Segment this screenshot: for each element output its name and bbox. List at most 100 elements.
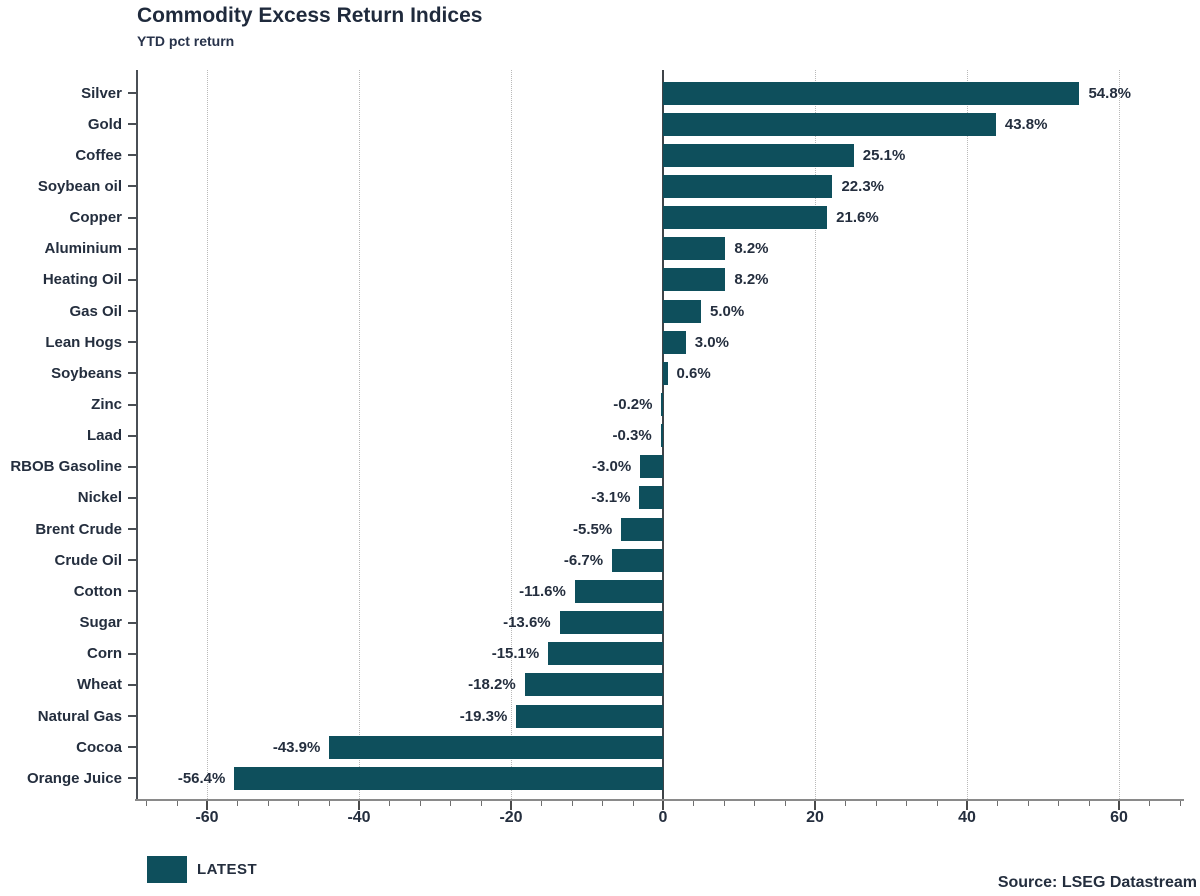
x-axis-minor-tick	[419, 801, 421, 806]
category-tick	[128, 278, 136, 281]
category-label: Heating Oil	[42, 271, 122, 289]
bar-value-label: 21.6%	[836, 209, 879, 227]
bar-value-label: -11.6%	[519, 582, 566, 600]
category-label: Zinc	[91, 396, 122, 413]
category-tick	[128, 590, 136, 593]
category-label: Laad	[86, 427, 122, 445]
y-axis-spine	[136, 70, 138, 799]
bar-value-label: 25.1%	[862, 146, 906, 164]
x-axis-minor-tick	[389, 801, 391, 806]
category-tick	[128, 434, 136, 437]
gridline	[967, 70, 968, 799]
category-tick	[128, 777, 136, 780]
x-axis-tick-label: 60	[1110, 809, 1128, 826]
x-axis-minor-tick	[997, 801, 999, 806]
bar-value-label: -18.2%	[468, 676, 516, 694]
category-label: Lean Hogs	[45, 333, 122, 351]
x-axis-minor-tick	[176, 801, 178, 806]
x-axis-minor-tick	[875, 801, 877, 806]
bar-value-label: -3.0%	[592, 458, 632, 476]
category-label: Nickel	[77, 489, 122, 507]
chart-title: Commodity Excess Return Indices	[137, 4, 483, 27]
x-axis-tick-label: -60	[195, 809, 219, 826]
x-axis-minor-tick	[723, 801, 725, 806]
bar-value-label: -19.3%	[459, 707, 508, 725]
x-axis-tick-label: 20	[806, 809, 824, 826]
category-label: RBOB Gasoline	[10, 458, 122, 476]
bar-gold	[663, 112, 996, 136]
category-label: Wheat	[77, 676, 122, 694]
x-axis-tick	[662, 801, 664, 810]
category-tick	[128, 310, 136, 313]
category-label: Silver	[81, 84, 122, 102]
bar-value-label: -0.2%	[613, 396, 653, 413]
x-axis-minor-tick	[1088, 801, 1090, 806]
x-axis-tick	[814, 801, 816, 810]
bar-value-label: 43.8%	[1004, 115, 1048, 133]
category-tick	[128, 746, 136, 749]
bar-rbob-gasoline	[640, 455, 663, 479]
x-axis-minor-tick	[693, 801, 695, 806]
category-tick	[128, 559, 136, 562]
category-label: Corn	[87, 645, 122, 663]
category-tick	[128, 652, 136, 655]
bar-soybeans	[663, 361, 668, 385]
category-tick	[128, 715, 136, 717]
bar-gas-oil	[663, 299, 701, 323]
x-axis-minor-tick	[1149, 801, 1151, 806]
x-axis-minor-tick	[845, 801, 847, 806]
bar-wheat	[524, 673, 663, 697]
x-axis-minor-tick	[1027, 801, 1029, 806]
x-axis-tick	[358, 801, 360, 810]
category-label: Cotton	[73, 582, 122, 600]
bar-value-label: -15.1%	[491, 645, 540, 663]
x-axis-minor-tick	[632, 801, 634, 806]
x-axis-minor-tick	[328, 801, 330, 806]
bar-laad	[660, 424, 663, 448]
x-axis-minor-tick	[936, 801, 938, 806]
x-axis-minor-tick	[784, 801, 786, 806]
x-axis-tick-label: -20	[499, 809, 523, 826]
x-axis-minor-tick	[906, 801, 908, 806]
bar-value-label: -13.6%	[503, 614, 551, 632]
category-tick	[128, 528, 136, 531]
legend-swatch	[147, 856, 187, 883]
category-tick	[128, 372, 136, 375]
bar-value-label: -56.4%	[177, 769, 226, 787]
bar-value-label: -3.1%	[591, 489, 631, 507]
category-tick	[128, 683, 136, 686]
category-tick	[128, 216, 136, 219]
category-tick	[128, 185, 136, 188]
gridline	[207, 70, 208, 799]
category-label: Gas Oil	[69, 302, 122, 320]
category-label: Coffee	[75, 146, 122, 164]
bar-value-label: -43.9%	[272, 738, 321, 756]
x-axis-tick	[510, 801, 512, 810]
chart-subtitle: YTD pct return	[137, 33, 235, 49]
bar-soybean-oil	[663, 174, 833, 198]
bar-nickel	[639, 486, 663, 510]
x-axis-tick-label: 40	[958, 809, 976, 826]
category-label: Natural Gas	[37, 707, 122, 725]
x-axis-minor-tick	[754, 801, 756, 806]
legend: LATEST	[147, 856, 257, 883]
bar-value-label: -0.3%	[612, 427, 652, 445]
bar-copper	[663, 206, 828, 230]
bar-brent-crude	[621, 517, 663, 541]
x-axis-minor-tick	[602, 801, 604, 806]
x-axis-minor-tick	[237, 801, 239, 806]
gridline	[815, 70, 816, 799]
bar-value-label: 0.6%	[676, 364, 711, 382]
legend-label: LATEST	[197, 861, 258, 878]
category-tick	[128, 403, 136, 406]
bar-value-label: 8.2%	[734, 271, 769, 289]
bar-natural-gas	[516, 704, 663, 728]
category-label: Crude Oil	[54, 551, 122, 569]
x-axis-tick-label: -40	[347, 809, 371, 826]
bar-crude-oil	[612, 548, 663, 572]
bar-value-label: -5.5%	[573, 520, 613, 538]
x-axis-minor-tick	[571, 801, 573, 806]
x-axis-tick	[1118, 801, 1120, 810]
x-axis-minor-tick	[1058, 801, 1060, 806]
